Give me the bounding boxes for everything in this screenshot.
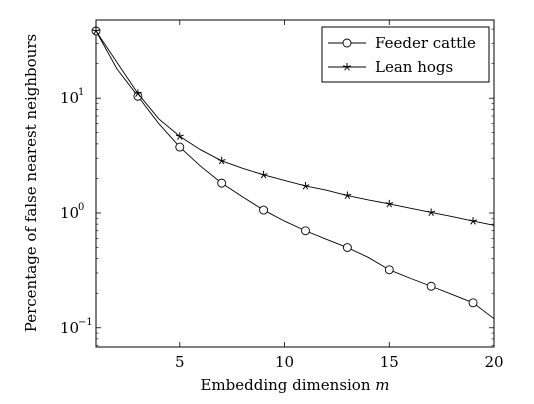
y-tick-exponent: 1 <box>78 87 84 98</box>
y-tick-label: 101 <box>60 87 84 107</box>
data-point-circle <box>342 243 352 252</box>
star-marker-arm <box>343 193 348 196</box>
y-tick-label: 100 <box>60 202 84 222</box>
data-point-circle <box>384 265 394 275</box>
star-marker-arm <box>305 184 310 187</box>
star-marker-arm <box>344 66 348 71</box>
y-axis-label: Percentage of false nearest neighbours <box>22 34 40 332</box>
x-axis-label: Embedding dimension m <box>200 376 389 394</box>
y-tick-exponent: −1 <box>78 317 93 328</box>
y-tick-base: 10 <box>60 204 79 222</box>
data-point-circle <box>259 205 269 215</box>
star-marker-arm <box>179 134 184 137</box>
star-marker-arm <box>346 195 351 200</box>
star-marker-arm <box>137 93 141 97</box>
legend-label: Lean hogs <box>375 58 453 76</box>
star-marker-arm <box>388 203 393 208</box>
data-point-circle <box>175 142 185 152</box>
legend-entry-lean-hogs: Lean hogs <box>328 58 453 76</box>
star-marker-arm <box>92 29 97 32</box>
data-point-circle <box>468 298 478 308</box>
star-marker-arm <box>386 203 390 208</box>
star-marker-arm <box>217 159 222 162</box>
data-point-star <box>385 199 394 208</box>
star-marker-arm <box>259 173 264 176</box>
data-point-circle <box>426 281 436 291</box>
data-point-star <box>427 208 436 217</box>
star-marker-arm <box>218 160 223 165</box>
data-point-star <box>133 89 142 97</box>
star-marker-arm <box>428 212 432 217</box>
star-marker-arm <box>95 29 100 32</box>
star-marker-arm <box>344 195 348 200</box>
star-marker-arm <box>93 30 97 35</box>
data-point-star <box>259 170 268 179</box>
star-marker-arm <box>427 210 432 213</box>
x-axis-label-variable: m <box>375 376 389 394</box>
star-marker-arm <box>472 220 476 225</box>
x-tick-label: 10 <box>275 353 294 371</box>
star-marker-arm <box>431 210 436 213</box>
y-tick-exponent: 0 <box>78 202 84 213</box>
series-lean-hogs <box>92 26 495 226</box>
x-tick-label: 5 <box>175 353 185 371</box>
data-point-star <box>217 156 226 165</box>
x-axis-label-text: Embedding dimension <box>200 376 370 394</box>
plot-frame <box>95 19 495 348</box>
star-marker-arm <box>389 202 394 205</box>
y-tick-label: 10−1 <box>60 317 93 337</box>
star-marker-arm <box>177 136 181 140</box>
star-marker-arm <box>133 91 139 94</box>
data-point-star <box>175 132 184 140</box>
series-layer <box>91 26 495 320</box>
y-tick-base: 10 <box>60 89 79 107</box>
star-marker-arm <box>263 173 268 176</box>
star-marker-arm <box>301 184 306 187</box>
star-marker-arm <box>470 220 474 225</box>
legend: Feeder cattle Lean hogs <box>321 26 490 83</box>
star-marker-arm <box>260 174 264 179</box>
star-marker-arm <box>346 66 350 71</box>
star-marker-arm <box>430 212 434 217</box>
star-marker-arm <box>472 219 478 222</box>
star-marker-arm <box>95 30 99 35</box>
data-point-star <box>343 191 352 200</box>
data-point-star <box>301 181 310 190</box>
series-feeder-cattle <box>91 26 495 320</box>
x-tick-label: 15 <box>380 353 399 371</box>
legend-star-marker <box>343 63 351 71</box>
data-point-star <box>92 26 100 35</box>
y-tick-base: 10 <box>60 319 79 337</box>
legend-label: Feeder cattle <box>375 34 476 52</box>
star-marker-arm <box>343 65 348 68</box>
legend-entry-feeder-cattle: Feeder cattle <box>328 34 476 52</box>
star-marker-arm <box>347 193 352 196</box>
star-marker-arm <box>137 91 142 94</box>
data-point-circle <box>217 178 227 188</box>
data-point-circle <box>301 226 310 236</box>
star-marker-arm <box>302 185 306 190</box>
legend-box <box>321 26 490 83</box>
star-marker-arm <box>385 202 390 205</box>
data-point-star <box>469 217 478 225</box>
star-marker-arm <box>221 160 225 165</box>
star-marker-arm <box>305 185 309 190</box>
legend-circle-marker <box>342 38 352 48</box>
star-marker-arm <box>179 136 183 140</box>
star-marker-arm <box>175 134 180 137</box>
x-tick-label: 20 <box>484 353 503 371</box>
star-marker-arm <box>469 219 474 222</box>
axis-ticks <box>96 20 494 347</box>
star-marker-arm <box>346 65 351 68</box>
star-marker-arm <box>221 159 226 162</box>
star-marker-arm <box>263 174 267 179</box>
star-marker-arm <box>135 93 139 97</box>
